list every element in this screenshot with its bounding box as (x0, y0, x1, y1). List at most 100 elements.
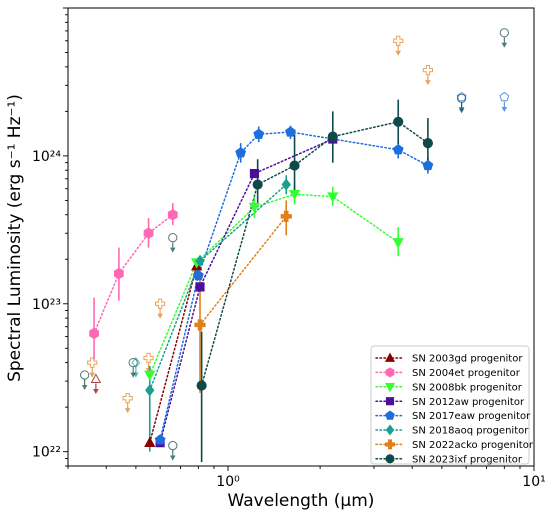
upper-limit-marker (168, 440, 178, 451)
x-tick-label-1: 10¹ (522, 474, 545, 490)
legend-label-4: SN 2017eaw progenitor (412, 411, 531, 422)
upper-limit-marker (168, 233, 178, 243)
upper-limit-arrow-head (425, 80, 431, 86)
data-point-4-1 (192, 269, 204, 281)
upper-limit-marker (143, 352, 154, 364)
data-point-7-5 (422, 138, 433, 149)
data-point-7-1 (252, 179, 263, 190)
data-point-3-2 (249, 168, 259, 179)
data-point-6-0 (194, 319, 206, 331)
legend-frame (370, 345, 530, 465)
series-line-5 (149, 183, 287, 392)
legend-marker-1 (385, 367, 395, 378)
legend-marker-4 (385, 410, 395, 420)
upper-limit-arrow-head (501, 107, 508, 113)
upper-limit-layer (79, 28, 510, 461)
data-point-4-3 (253, 128, 265, 139)
upper-limit-arrow-head (169, 455, 176, 461)
upper-limit-7-0 (79, 370, 90, 390)
data-point-2-0 (144, 370, 156, 382)
data-point-5-0 (145, 384, 155, 397)
upper-limit-6-0 (87, 357, 98, 378)
upper-limit-4-1 (499, 91, 510, 113)
data-point-7-2 (289, 160, 300, 171)
upper-limit-0-0 (90, 373, 102, 395)
upper-limit-arrow-head (157, 313, 163, 319)
series-line-0 (149, 265, 198, 444)
upper-limit-marker (422, 65, 433, 76)
series-line-1 (93, 213, 174, 335)
legend-label-7: SN 2023ixf progenitor (412, 454, 523, 465)
series-line-6 (199, 215, 287, 326)
upper-limit-7-4 (456, 93, 467, 114)
legend-marker-6 (385, 439, 395, 450)
data-point-1-0 (89, 327, 99, 340)
data-point-2-4 (327, 192, 339, 203)
data-point-6-1 (280, 210, 292, 222)
series-line-7 (200, 121, 429, 387)
legend-marker-0 (384, 352, 396, 362)
legend-label-5: SN 2018aoq progenitor (412, 426, 529, 437)
upper-limit-arrow-head (124, 408, 131, 414)
data-point-5-1 (195, 254, 205, 268)
x-tick-label-0: 10⁰ (216, 474, 240, 490)
legend: SN 2003gd progenitor SN 2004et progenitor… (370, 345, 534, 465)
data-point-layer (89, 116, 434, 448)
upper-limit-arrow-head (458, 108, 465, 114)
axes-layer: 10⁰ 10¹ 10²² 10²³ 10²⁴ (32, 7, 546, 490)
data-point-3-1 (195, 282, 205, 292)
legend-label-6: SN 2022acko progenitor (412, 440, 534, 451)
data-point-7-0 (196, 380, 207, 391)
y-axis-title: Spectral Luminosity (erg s⁻¹ Hz⁻¹) (5, 94, 25, 382)
data-point-4-5 (392, 144, 404, 155)
upper-limit-7-2 (168, 233, 178, 253)
upper-limit-arrow-head (395, 50, 402, 56)
upper-limit-arrow-head (501, 42, 508, 48)
data-point-1-3 (167, 209, 178, 221)
data-point-5-2 (281, 178, 291, 191)
upper-limit-7-1 (128, 357, 138, 378)
series-line-2 (149, 193, 399, 376)
upper-limit-arrow-head (130, 372, 137, 378)
legend-label-2: SN 2008bk progenitor (412, 382, 523, 393)
upper-limit-6-3 (155, 298, 166, 319)
upper-limit-marker (499, 91, 510, 102)
data-point-2-2 (248, 202, 261, 214)
upper-limit-arrow-head (93, 389, 99, 395)
upper-limit-marker (499, 28, 509, 38)
upper-limit-marker (90, 373, 102, 383)
upper-limit-marker (87, 357, 98, 368)
upper-limit-7-3 (168, 440, 178, 461)
legend-marker-5 (385, 424, 395, 436)
upper-limit-marker (155, 298, 166, 309)
upper-limit-7-5 (499, 28, 509, 48)
y-tick-label-2: 10²⁴ (32, 149, 61, 165)
upper-limit-marker (128, 357, 138, 368)
data-point-2-5 (392, 238, 404, 249)
upper-limit-6-1 (122, 393, 133, 414)
legend-marker-3 (385, 397, 395, 406)
data-point-7-4 (393, 116, 404, 127)
series-line-3 (159, 138, 334, 444)
upper-limit-marker (393, 35, 404, 46)
upper-limit-arrow-head (81, 384, 88, 390)
legend-label-0: SN 2003gd progenitor (412, 354, 523, 365)
upper-limit-marker (79, 370, 90, 380)
legend-label-3: SN 2012aw progenitor (412, 397, 525, 408)
data-point-4-2 (235, 147, 247, 158)
legend-marker-7 (385, 454, 395, 464)
y-tick-label-0: 10²² (32, 445, 61, 461)
data-point-7-3 (327, 131, 338, 142)
legend-marker-2 (384, 382, 396, 393)
upper-limit-arrow-head (89, 372, 96, 378)
data-point-4-6 (422, 159, 434, 171)
y-tick-label-1: 10²³ (32, 297, 61, 313)
data-point-1-1 (113, 267, 124, 280)
data-point-2-3 (288, 189, 301, 201)
data-point-1-2 (143, 227, 154, 239)
upper-limit-marker (122, 393, 133, 404)
upper-limit-arrow-head (169, 247, 176, 253)
upper-limit-6-5 (422, 65, 433, 86)
data-point-0-0 (144, 436, 156, 447)
